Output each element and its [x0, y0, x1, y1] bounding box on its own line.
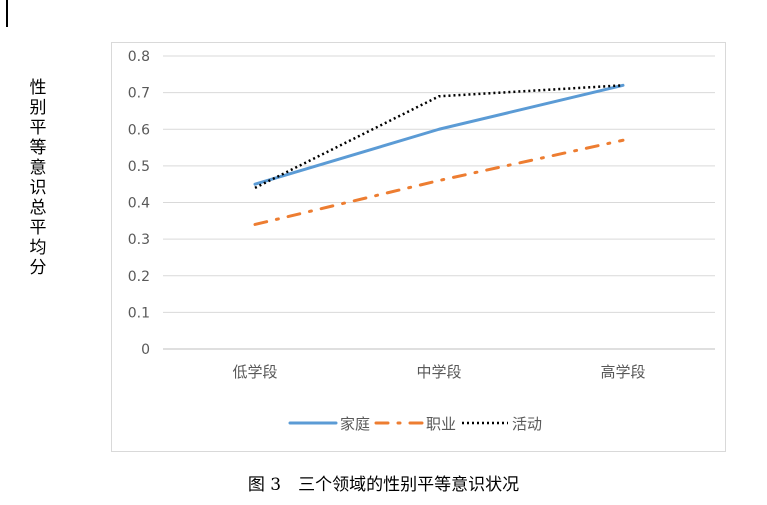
y-axis-label-char: 识 — [29, 178, 47, 198]
y-tick-label: 0.2 — [128, 269, 150, 285]
y-tick-label: 0.4 — [128, 196, 150, 212]
legend-label: 活动 — [512, 415, 542, 433]
y-axis-label-char: 平 — [29, 118, 47, 138]
series-line-职业 — [253, 138, 625, 226]
text-cursor — [6, 0, 8, 27]
y-axis-label-char: 等 — [29, 138, 47, 158]
y-axis-label-char: 总 — [29, 198, 47, 218]
y-tick-label: 0.6 — [128, 122, 150, 138]
y-axis-label-char: 平 — [29, 218, 47, 238]
y-tick-label: 0 — [141, 342, 150, 358]
y-tick-label: 0.8 — [128, 49, 150, 65]
y-axis-label: 性别平等意识总平均分 — [28, 78, 48, 278]
x-tick-label: 高学段 — [600, 363, 645, 381]
chart-area — [111, 42, 726, 452]
legend-label: 家庭 — [340, 415, 370, 433]
y-axis-label-char: 性 — [29, 78, 47, 98]
series-line-活动 — [254, 84, 624, 189]
y-tick-label: 0.1 — [128, 305, 150, 321]
y-tick-label: 0.3 — [128, 232, 150, 248]
y-axis-label-char: 分 — [29, 258, 47, 278]
y-axis-label-char: 意 — [29, 158, 47, 178]
y-tick-label: 0.7 — [128, 86, 150, 102]
x-tick-label: 中学段 — [416, 363, 461, 381]
legend-label: 职业 — [426, 415, 456, 433]
y-axis-label-char: 均 — [29, 238, 47, 258]
figure-caption: 图 3 三个领域的性别平等意识状况 — [247, 475, 520, 495]
y-axis-label-char: 别 — [29, 98, 47, 118]
x-tick-label: 低学段 — [232, 363, 277, 381]
series-line-家庭 — [253, 83, 625, 186]
y-tick-label: 0.5 — [128, 159, 150, 175]
